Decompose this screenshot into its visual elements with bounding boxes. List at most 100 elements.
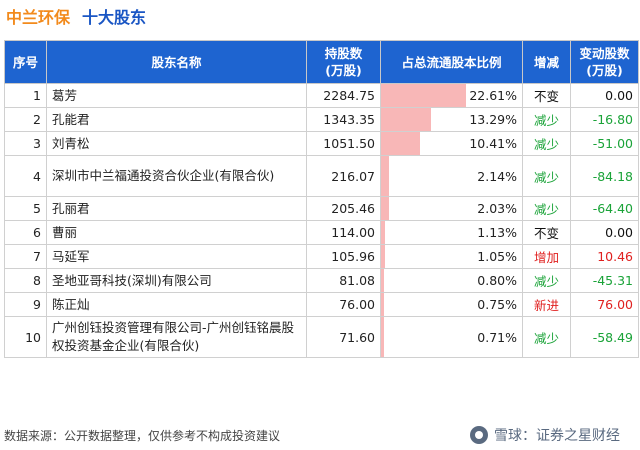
ratio-value: 0.71% <box>477 329 517 345</box>
column-header: 序号 <box>4 40 47 84</box>
shares-held: 114.00 <box>306 220 381 245</box>
company-name: 中兰环保 <box>6 8 71 27</box>
change-shares: 0.00 <box>570 220 639 245</box>
shares-held: 2284.75 <box>306 83 381 108</box>
shares-held: 216.07 <box>306 155 381 197</box>
change-status: 减少 <box>522 316 571 358</box>
brand-watermark: 雪球：证券之星财经 <box>470 425 620 445</box>
table-row: 7 马延军 105.96 1.05% 增加 10.46 <box>4 244 639 269</box>
table-row: 4 深圳市中兰福通投资合伙企业(有限合伙) 216.07 2.14% 减少 -84.18 <box>4 155 639 197</box>
change-shares: -45.31 <box>570 268 639 293</box>
row-index: 10 <box>4 316 47 358</box>
ratio-cell: 1.13% <box>380 220 523 245</box>
row-index: 4 <box>4 155 47 197</box>
change-status: 减少 <box>522 131 571 156</box>
shareholder-name: 刘青松 <box>46 131 307 156</box>
change-status: 减少 <box>522 196 571 221</box>
row-index: 5 <box>4 196 47 221</box>
ratio-value: 13.29% <box>469 112 517 127</box>
shareholders-table: 序号 股东名称 持股数 (万股) 占总流通股本比例 增减 变动股数 (万股) 1 葛芳 2284.… <box>4 40 639 358</box>
page-subtitle: 十大股东 <box>82 8 147 27</box>
row-index: 9 <box>4 292 47 317</box>
ratio-value: 22.61% <box>469 88 517 103</box>
table-row: 3 刘青松 1051.50 10.41% 减少 -51.00 <box>4 131 639 156</box>
ratio-cell: 0.80% <box>380 268 523 293</box>
shareholder-name: 圣地亚哥科技(深圳)有限公司 <box>46 268 307 293</box>
ratio-bar <box>381 156 389 196</box>
shares-held: 81.08 <box>306 268 381 293</box>
snowball-logo-icon <box>470 426 488 444</box>
table-row: 9 陈正灿 76.00 0.75% 新进 76.00 <box>4 292 639 317</box>
ratio-value: 0.80% <box>477 273 517 288</box>
table-row: 6 曹丽 114.00 1.13% 不变 0.00 <box>4 220 639 245</box>
change-shares: -64.40 <box>570 196 639 221</box>
change-shares: -84.18 <box>570 155 639 197</box>
ratio-bar <box>381 197 389 220</box>
ratio-value: 0.75% <box>477 297 517 312</box>
ratio-cell: 1.05% <box>380 244 523 269</box>
shareholder-name: 孔能君 <box>46 107 307 132</box>
ratio-cell: 0.71% <box>380 316 523 358</box>
ratio-bar <box>381 269 384 292</box>
ratio-cell: 2.03% <box>380 196 523 221</box>
change-status: 减少 <box>522 155 571 197</box>
change-shares: -58.49 <box>570 316 639 358</box>
table-row: 10 广州创钰投资管理有限公司-广州创钰铭晨股权投资基金企业(有限合伙) 71.60… <box>4 316 639 358</box>
shares-held: 205.46 <box>306 196 381 221</box>
column-header: 变动股数 (万股) <box>570 40 639 84</box>
change-shares: 76.00 <box>570 292 639 317</box>
column-header: 股东名称 <box>46 40 307 84</box>
ratio-value: 10.41% <box>469 136 517 151</box>
row-index: 7 <box>4 244 47 269</box>
table-row: 2 孔能君 1343.35 13.29% 减少 -16.80 <box>4 107 639 132</box>
ratio-value: 2.14% <box>477 168 517 184</box>
shares-held: 71.60 <box>306 316 381 358</box>
ratio-value: 1.13% <box>477 225 517 240</box>
change-shares: 0.00 <box>570 83 639 108</box>
change-status: 增加 <box>522 244 571 269</box>
column-header: 占总流通股本比例 <box>380 40 523 84</box>
change-status: 新进 <box>522 292 571 317</box>
change-status: 不变 <box>522 83 571 108</box>
change-status: 减少 <box>522 107 571 132</box>
row-index: 8 <box>4 268 47 293</box>
column-header: 持股数 (万股) <box>306 40 381 84</box>
data-source-note: 数据来源：公开数据整理，仅供参考不构成投资建议 <box>4 429 281 443</box>
ratio-cell: 2.14% <box>380 155 523 197</box>
ratio-cell: 10.41% <box>380 131 523 156</box>
table-header-row: 序号 股东名称 持股数 (万股) 占总流通股本比例 增减 变动股数 (万股) <box>4 40 639 84</box>
row-index: 6 <box>4 220 47 245</box>
shares-held: 105.96 <box>306 244 381 269</box>
ratio-cell: 0.75% <box>380 292 523 317</box>
table-row: 5 孔丽君 205.46 2.03% 减少 -64.40 <box>4 196 639 221</box>
ratio-value: 2.03% <box>477 201 517 216</box>
ratio-bar <box>381 317 384 357</box>
shareholder-name: 葛芳 <box>46 83 307 108</box>
shareholder-name: 陈正灿 <box>46 292 307 317</box>
change-shares: 10.46 <box>570 244 639 269</box>
ratio-bar <box>381 221 386 244</box>
change-status: 不变 <box>522 220 571 245</box>
ratio-bar <box>381 132 420 155</box>
ratio-cell: 13.29% <box>380 107 523 132</box>
ratio-cell: 22.61% <box>380 83 523 108</box>
shareholder-name: 广州创钰投资管理有限公司-广州创钰铭晨股权投资基金企业(有限合伙) <box>46 316 307 358</box>
shareholder-name: 曹丽 <box>46 220 307 245</box>
ratio-value: 1.05% <box>477 249 517 264</box>
shareholder-name: 深圳市中兰福通投资合伙企业(有限合伙) <box>46 155 307 197</box>
row-index: 3 <box>4 131 47 156</box>
ratio-bar <box>381 84 466 107</box>
ratio-bar <box>381 245 385 268</box>
table-row: 8 圣地亚哥科技(深圳)有限公司 81.08 0.80% 减少 -45.31 <box>4 268 639 293</box>
column-header: 增减 <box>522 40 571 84</box>
page-title: 中兰环保 十大股东 <box>6 4 146 28</box>
brand-text: 雪球：证券之星财经 <box>494 428 620 444</box>
row-index: 2 <box>4 107 47 132</box>
shareholder-name: 孔丽君 <box>46 196 307 221</box>
shares-held: 1343.35 <box>306 107 381 132</box>
shareholder-name: 马延军 <box>46 244 307 269</box>
change-status: 减少 <box>522 268 571 293</box>
table-row: 1 葛芳 2284.75 22.61% 不变 0.00 <box>4 83 639 108</box>
row-index: 1 <box>4 83 47 108</box>
ratio-bar <box>381 293 384 316</box>
